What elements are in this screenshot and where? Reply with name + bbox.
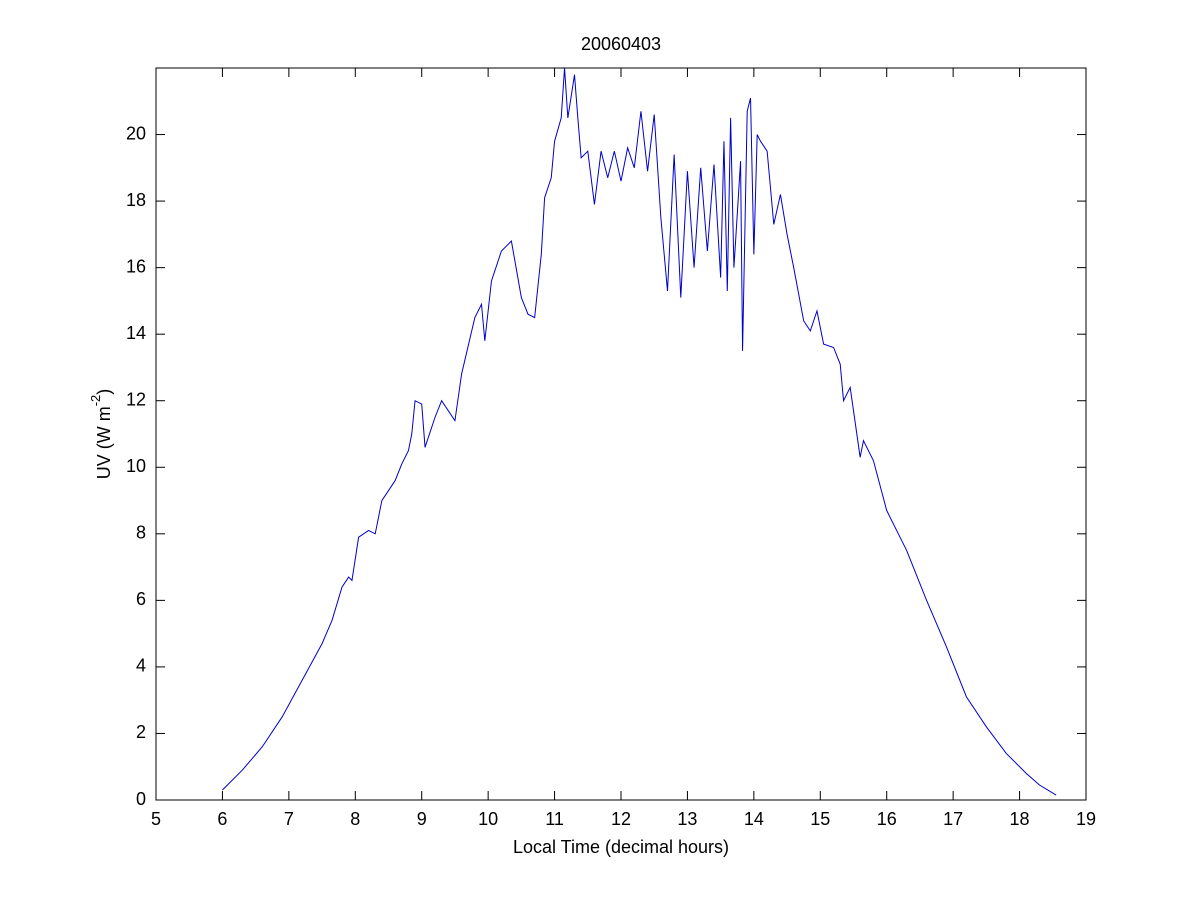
x-tick-label: 15: [810, 809, 830, 829]
y-tick-label: 14: [126, 323, 146, 343]
x-tick-label: 18: [1010, 809, 1030, 829]
y-tick-label: 16: [126, 256, 146, 276]
y-tick-label: 10: [126, 456, 146, 476]
y-tick-label: 4: [136, 656, 146, 676]
x-tick-label: 6: [217, 809, 227, 829]
x-tick-label: 8: [350, 809, 360, 829]
y-label-text: UV (W m: [94, 406, 114, 479]
y-tick-label: 18: [126, 190, 146, 210]
y-label-superscript: -2: [88, 395, 103, 407]
x-axis-label: Local Time (decimal hours): [513, 837, 729, 857]
y-axis-label: UV (W m-2): [88, 389, 113, 480]
x-tick-label: 13: [677, 809, 697, 829]
x-tick-label: 9: [417, 809, 427, 829]
y-tick-label: 12: [126, 389, 146, 409]
x-tick-label: 19: [1076, 809, 1096, 829]
y-tick-label: 6: [136, 589, 146, 609]
y-tick-label: 2: [136, 722, 146, 742]
chart-title: 20060403: [581, 34, 661, 54]
y-tick-label: 20: [126, 123, 146, 143]
y-tick-label: 8: [136, 523, 146, 543]
x-tick-label: 10: [478, 809, 498, 829]
x-tick-label: 17: [943, 809, 963, 829]
x-tick-label: 14: [744, 809, 764, 829]
x-tick-label: 5: [151, 809, 161, 829]
x-tick-label: 16: [877, 809, 897, 829]
data-line: [222, 67, 1057, 796]
x-tick-label: 7: [284, 809, 294, 829]
y-tick-label: 0: [136, 789, 146, 809]
x-tick-label: 12: [611, 809, 631, 829]
y-label-close: ): [94, 389, 114, 395]
x-tick-label: 11: [545, 809, 564, 829]
